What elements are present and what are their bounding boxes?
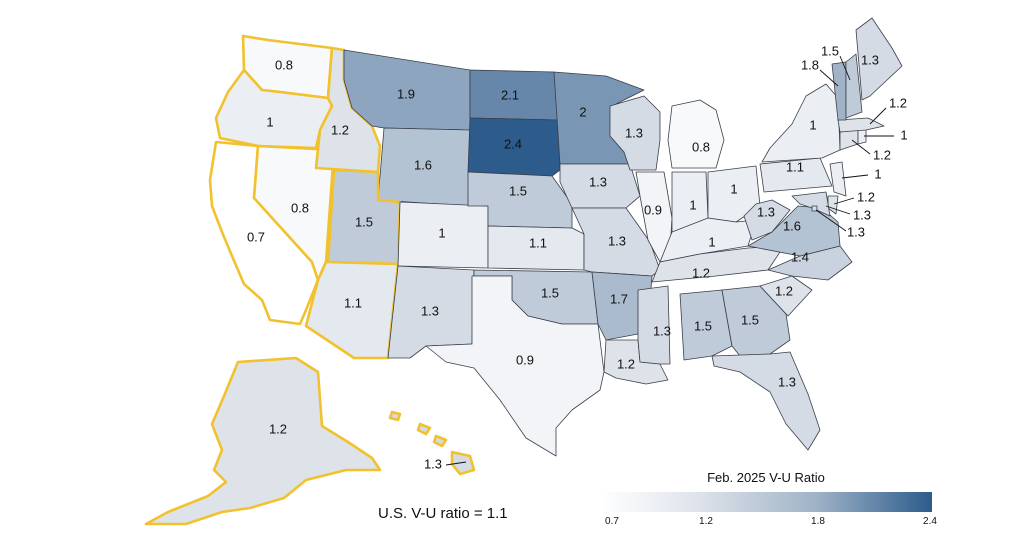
state-label-wa: 0.8 [275,57,293,72]
state-ak [144,356,382,526]
state-md [791,191,831,217]
state-value-labels: 0.810.70.81.21.91.61.51.111.32.12.41.51.… [247,43,908,471]
state-label-co: 1 [438,225,445,240]
state-label-ma: 1.2 [889,95,907,110]
leader-line-de [833,197,855,205]
state-wi [609,95,661,171]
state-mi [667,99,725,169]
state-label-tn: 1.2 [692,265,710,280]
state-label-sd: 2.4 [504,136,522,151]
state-label-ok: 1.5 [541,285,559,300]
legend-color-bar [601,492,932,512]
state-label-nd: 2.1 [501,87,519,102]
state-sc [759,275,813,317]
state-label-tx: 0.9 [516,352,534,367]
state-label-fl: 1.3 [778,374,796,389]
leader-line-hi [445,461,467,466]
state-label-oh: 1 [730,181,737,196]
state-shapes [144,17,903,526]
state-nh [845,53,863,119]
state-hi [388,410,476,476]
state-me [855,17,903,101]
state-label-mo: 1.3 [608,233,626,248]
state-label-az: 1.1 [344,295,362,310]
state-label-ky: 1 [708,234,715,249]
state-label-ri: 1 [900,127,907,142]
state-label-nc: 1.4 [791,249,809,264]
legend-title: Feb. 2025 V-U Ratio [707,470,825,485]
state-label-ga: 1.5 [741,312,759,327]
state-label-pa: 1.1 [786,159,804,174]
state-label-sc: 1.2 [775,283,793,298]
label-leader-lines [445,55,894,466]
legend-tick-2: 1.2 [699,516,713,527]
leader-line-nj [841,174,869,179]
state-label-mt: 1.9 [397,86,415,101]
state-label-wv: 1.3 [757,204,775,219]
state-label-id: 1.2 [331,122,349,137]
state-label-in: 1 [689,197,696,212]
state-ri [857,129,867,145]
legend-tick-max: 2.4 [923,516,937,527]
leader-line-dc [815,209,847,232]
state-sd [467,117,561,177]
state-label-vt: 1.8 [801,57,819,72]
state-label-ne: 1.5 [509,183,527,198]
leader-line-ct [851,139,871,155]
state-label-ks: 1.1 [529,235,547,250]
state-label-nm: 1.3 [421,303,439,318]
state-label-al: 1.5 [694,318,712,333]
legend-tick-3: 1.8 [811,516,825,527]
state-label-de: 1.2 [857,189,875,204]
leader-line-ma [869,107,887,125]
state-label-me: 1.3 [861,52,879,67]
us-ratio-summary: U.S. V-U ratio = 1.1 [378,505,508,522]
state-label-md: 1.3 [853,207,871,222]
state-label-ny: 1 [809,117,816,132]
state-label-hi: 1.3 [424,456,442,471]
state-label-ia: 1.3 [589,174,607,189]
state-label-ar: 1.7 [610,291,628,306]
state-label-mi: 0.8 [692,139,710,154]
state-label-or: 1 [266,114,273,129]
state-label-ct: 1.2 [873,147,891,162]
state-pa [759,157,833,193]
state-label-ut: 1.5 [355,214,373,229]
state-label-nv: 0.8 [291,200,309,215]
leader-line-md [825,205,851,215]
state-label-mn: 2 [579,104,586,119]
state-ms [637,285,671,365]
state-tx [425,275,605,457]
state-label-ca: 0.7 [247,229,265,244]
legend-tick-min: 0.7 [605,516,619,527]
state-ny [761,83,841,163]
state-wv [743,199,791,241]
state-label-wy: 1.6 [414,157,432,172]
state-nj [829,161,847,197]
state-label-ms: 1.3 [653,323,671,338]
state-label-dc: 1.3 [847,224,865,239]
state-label-nj: 1 [874,166,881,181]
state-vt [831,61,847,121]
state-tn [651,245,785,283]
state-label-ak: 1.2 [269,421,287,436]
state-label-la: 1.2 [617,356,635,371]
state-label-wi: 1.3 [625,125,643,140]
state-fl [711,351,821,451]
leader-line-vt [819,69,839,87]
state-label-nh: 1.5 [821,43,839,58]
state-label-il: 0.9 [644,202,662,217]
state-ct [839,129,859,151]
state-al [679,289,733,361]
state-label-va: 1.6 [783,218,801,233]
leader-line-nh [839,55,851,81]
